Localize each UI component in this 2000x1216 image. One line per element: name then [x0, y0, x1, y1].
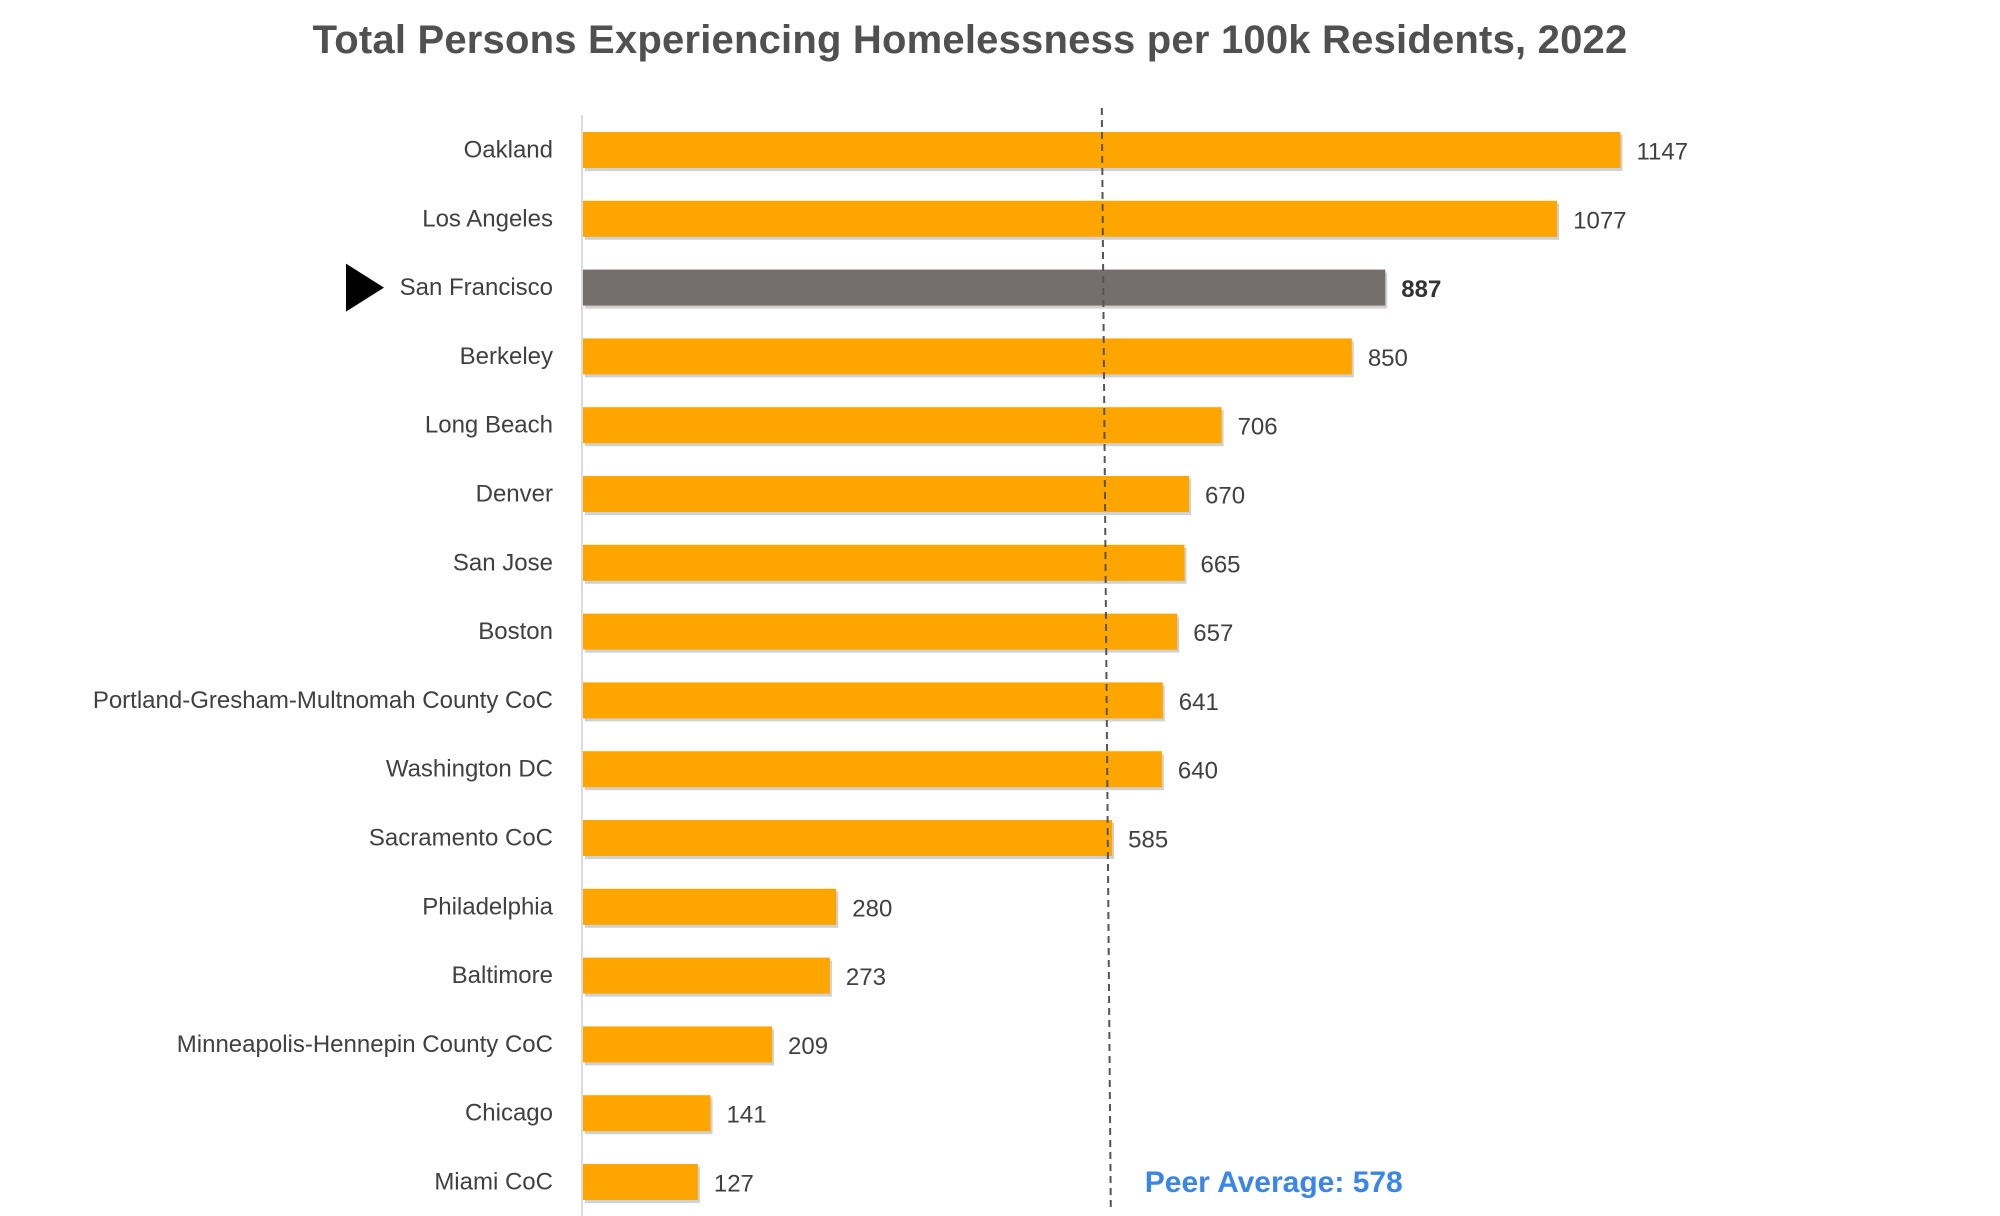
value-label-minneapolis-hennepin-county-coc: 209: [788, 1033, 828, 1060]
category-label-baltimore: Baltimore: [452, 962, 553, 989]
value-label-berkeley: 850: [1368, 345, 1408, 372]
category-label-sacramento-coc: Sacramento CoC: [369, 825, 553, 852]
value-label-boston: 657: [1193, 620, 1233, 647]
bar-portland-gresham-multnomah-county-coc: [583, 682, 1163, 719]
value-label-baltimore: 273: [846, 964, 886, 991]
peer-average-label: Peer Average: 578: [1145, 1166, 1403, 1199]
chart-title: Total Persons Experiencing Homelessness …: [312, 18, 1628, 62]
category-label-los-angeles: Los Angeles: [422, 205, 553, 232]
value-label-san-francisco: 887: [1401, 276, 1441, 303]
bar-san-jose: [583, 544, 1185, 581]
category-label-oakland: Oakland: [464, 137, 553, 164]
value-label-long-beach: 706: [1238, 414, 1278, 441]
bar-philadelphia: [583, 888, 837, 925]
value-label-miami-coc: 127: [714, 1171, 754, 1198]
category-label-denver: Denver: [476, 481, 553, 508]
value-label-oakland: 1147: [1636, 139, 1688, 166]
highlight-marker-icon: [346, 263, 384, 312]
category-label-berkeley: Berkeley: [460, 343, 553, 370]
bar-san-francisco: [583, 269, 1386, 306]
value-label-sacramento-coc: 585: [1128, 827, 1168, 854]
category-label-boston: Boston: [478, 618, 553, 645]
bar-berkeley: [583, 338, 1352, 375]
bar-sacramento-coc: [583, 820, 1113, 856]
category-label-san-francisco: San Francisco: [400, 274, 553, 301]
category-label-miami-coc: Miami CoC: [434, 1169, 553, 1196]
value-label-chicago: 141: [727, 1102, 767, 1129]
category-label-portland-gresham-multnomah-county-coc: Portland-Gresham-Multnomah County CoC: [93, 687, 553, 714]
value-label-washington-dc: 640: [1178, 758, 1218, 785]
bar-chicago: [583, 1095, 711, 1132]
category-label-philadelphia: Philadelphia: [422, 893, 553, 920]
bar-washington-dc: [583, 751, 1162, 788]
bar-long-beach: [583, 407, 1222, 444]
value-label-san-jose: 665: [1200, 551, 1240, 578]
category-label-washington-dc: Washington DC: [386, 756, 553, 783]
bar-los-angeles: [583, 200, 1558, 237]
bar-denver: [583, 476, 1190, 512]
peer-average-line: [1100, 107, 1112, 1211]
category-label-chicago: Chicago: [465, 1100, 553, 1127]
value-label-philadelphia: 280: [852, 895, 892, 922]
category-label-minneapolis-hennepin-county-coc: Minneapolis-Hennepin County CoC: [177, 1031, 553, 1058]
category-label-long-beach: Long Beach: [425, 412, 553, 439]
bar-miami-coc: [583, 1164, 698, 1200]
value-label-denver: 670: [1205, 483, 1245, 510]
value-label-los-angeles: 1077: [1573, 207, 1626, 234]
bar-boston: [583, 613, 1178, 650]
category-label-san-jose: San Jose: [453, 549, 553, 576]
bar-minneapolis-hennepin-county-coc: [583, 1026, 773, 1063]
value-label-portland-gresham-multnomah-county-coc: 641: [1179, 689, 1219, 716]
bar-baltimore: [583, 957, 830, 994]
